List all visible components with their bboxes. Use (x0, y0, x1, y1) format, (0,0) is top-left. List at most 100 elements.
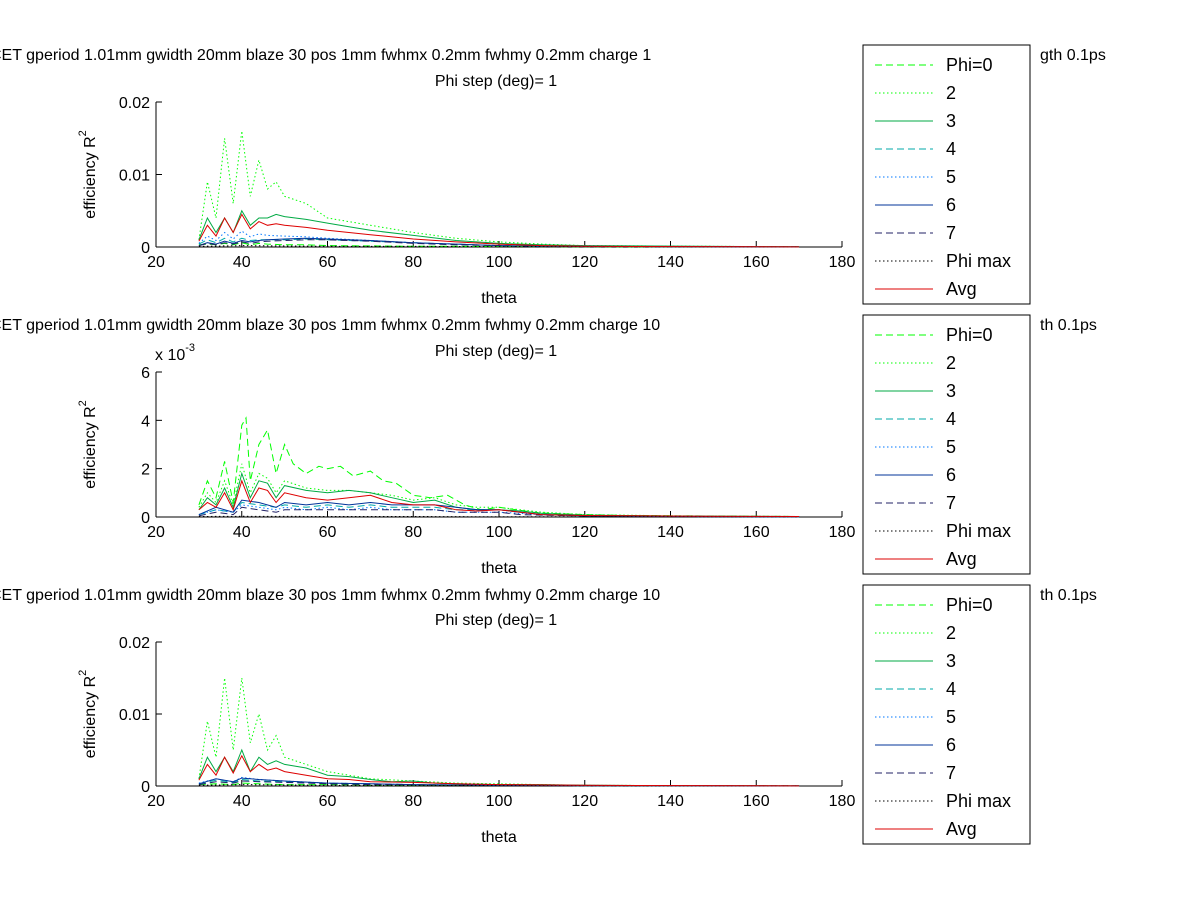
panel-2-legend-label-9: Avg (946, 549, 977, 569)
panel-3-series-line-6 (198, 777, 800, 787)
panel-1-xtick-60: 60 (319, 254, 337, 271)
panel-3-xtick-20: 20 (147, 793, 165, 810)
panel-1-plot-area (155, 101, 843, 248)
panel-3-xtick-140: 140 (657, 793, 684, 810)
panel-3-legend-label-6: 6 (946, 735, 956, 755)
panel-2-title-line1: CET gperiod 1.01mm gwidth 20mm blaze 30 … (0, 317, 660, 334)
panel-3-y-axis-label-sup: 2 (77, 670, 89, 676)
panel-1-xtick-40: 40 (233, 254, 251, 271)
panel-1-legend-label-7: 7 (946, 223, 956, 243)
panel-1-xtick-120: 120 (571, 254, 598, 271)
panel-3-xtick-100: 100 (486, 793, 513, 810)
panel-3-legend: Phi=0 2 3 4 5 6 7 Phi max Avg (862, 584, 1031, 845)
panel-2-xtick-100: 100 (486, 524, 513, 541)
panel-1-legend-label-1: Phi=0 (946, 55, 993, 75)
panel-3-ytick-1: 0.01 (119, 707, 150, 724)
panel-2-xtick-180: 180 (829, 524, 856, 541)
panel-2-xtick-160: 160 (743, 524, 770, 541)
panel-2-legend-label-1: Phi=0 (946, 325, 993, 345)
panel-3-legend-label-4: 4 (946, 679, 956, 699)
panel-3-legend-label-3: 3 (946, 651, 956, 671)
panel-1-series-line-5 (198, 230, 800, 248)
panel-1-legend-label-8: Phi max (946, 251, 1011, 271)
panel-3-legend-label-8: Phi max (946, 791, 1011, 811)
panel-3-ytick-2: 0.02 (119, 635, 150, 652)
panel-1-xtick-80: 80 (404, 254, 422, 271)
panel-1-x-axis-label: theta (481, 290, 517, 307)
panel-1-xtick-160: 160 (743, 254, 770, 271)
panel-1-x-axis: 20 40 60 80 100 120 140 160 180 theta (147, 254, 855, 307)
panel-1-legend-label-4: 4 (946, 139, 956, 159)
panel-3-y-axis-label: efficiency R2 (77, 670, 99, 759)
panel-1-legend-label-5: 5 (946, 167, 956, 187)
panel-1-xtick-100: 100 (486, 254, 513, 271)
panel-3-legend-label-5: 5 (946, 707, 956, 727)
panel-2-xtick-120: 120 (571, 524, 598, 541)
panel-1-y-axis: 0 0.01 0.02 efficiency R2 (77, 95, 150, 257)
panel-2-y-axis-label-text: efficiency R (82, 406, 99, 488)
panel-1-legend-box (862, 44, 1031, 305)
panel-1-xtick-140: 140 (657, 254, 684, 271)
panel-1-xtick-20: 20 (147, 254, 165, 271)
panel-2-ytick-3: 6 (141, 365, 150, 382)
panel-1-title-line1-tail: gth 0.1ps (1040, 47, 1106, 64)
panel-2-legend-label-3: 3 (946, 381, 956, 401)
panel-2-legend: Phi=0 2 3 4 5 6 7 Phi max Avg (862, 314, 1031, 575)
panel-3-ytick-0: 0 (141, 779, 150, 796)
panel-1-series-line-2 (198, 130, 800, 248)
panel-3-x-axis: 20 40 60 80 100 120 140 160 180 theta (147, 793, 855, 846)
panel-2-x-axis-label: theta (481, 560, 517, 577)
panel-3-plot-area (155, 641, 843, 787)
panel-1-ytick-2: 0.02 (119, 95, 150, 112)
panel-3-title-line2: Phi step (deg)= 1 (435, 612, 557, 629)
panel-1-legend-label-2: 2 (946, 83, 956, 103)
panel-1-y-axis-label-sup: 2 (77, 130, 89, 136)
panel-2-ytick-0: 0 (141, 510, 150, 527)
panel-1-title-line2: Phi step (deg)= 1 (435, 73, 557, 90)
panel-1-title-line1: CET gperiod 1.01mm gwidth 20mm blaze 30 … (0, 47, 651, 64)
panel-3-series-line-1 (198, 782, 800, 787)
panel-2-series-line-2 (198, 463, 800, 517)
panel-3-xtick-60: 60 (319, 793, 337, 810)
panel-1-legend-label-3: 3 (946, 111, 956, 131)
panel-3-y-axis: 0 0.01 0.02 efficiency R2 (77, 635, 150, 796)
panel-3-xtick-160: 160 (743, 793, 770, 810)
panel-2-xtick-20: 20 (147, 524, 165, 541)
panel-2-exponent-text: x 10 (155, 347, 185, 364)
panel-2-ytick-2: 4 (141, 413, 150, 430)
panel-3-y-axis-label-text: efficiency R (82, 676, 99, 758)
panel-2-series-line-9 (198, 479, 800, 517)
panel-2-ytick-1: 2 (141, 462, 150, 479)
panel-2-exponent-sup: -3 (185, 342, 195, 354)
panel-3-legend-label-7: 7 (946, 763, 956, 783)
panel-1-legend: Phi=0 2 3 4 5 6 7 Phi max Avg (862, 44, 1031, 305)
panel-2-legend-label-8: Phi max (946, 521, 1011, 541)
panel-2-y-axis-label-sup: 2 (77, 400, 89, 406)
panel-2-legend-label-4: 4 (946, 409, 956, 429)
panel-1-legend-label-9: Avg (946, 279, 977, 299)
panel-2-series-line-5 (198, 504, 800, 518)
panel-3-x-axis-label: theta (481, 829, 517, 846)
panel-1-legend-label-6: 6 (946, 195, 956, 215)
panel-1-y-axis-label-text: efficiency R (82, 136, 99, 218)
panel-2-x-axis: 20 40 60 80 100 120 140 160 180 theta (147, 524, 855, 577)
panel-2-xtick-140: 140 (657, 524, 684, 541)
panel-1-series-line-9 (198, 213, 800, 248)
panel-1-series-line-7 (198, 239, 800, 248)
panel-2-legend-label-5: 5 (946, 437, 956, 457)
panel-2-legend-label-7: 7 (946, 493, 956, 513)
panel-2-xtick-80: 80 (404, 524, 422, 541)
panel-3-title-line1: CET gperiod 1.01mm gwidth 20mm blaze 30 … (0, 587, 660, 604)
panel-2-legend-label-2: 2 (946, 353, 956, 373)
panel-1-xtick-180: 180 (829, 254, 856, 271)
panel-3-legend-label-1: Phi=0 (946, 595, 993, 615)
panel-2-title-line1-tail: th 0.1ps (1040, 317, 1097, 334)
panel-3-title-line1-tail: th 0.1ps (1040, 587, 1097, 604)
panel-3-xtick-180: 180 (829, 793, 856, 810)
panel-2-series-line-3 (198, 471, 800, 517)
panel-1-series-line-4 (198, 237, 800, 248)
panel-2-xtick-40: 40 (233, 524, 251, 541)
panel-1-ytick-0: 0 (141, 240, 150, 257)
panel-3-legend-label-9: Avg (946, 819, 977, 839)
panel-2-y-axis-label: efficiency R2 (77, 400, 99, 489)
